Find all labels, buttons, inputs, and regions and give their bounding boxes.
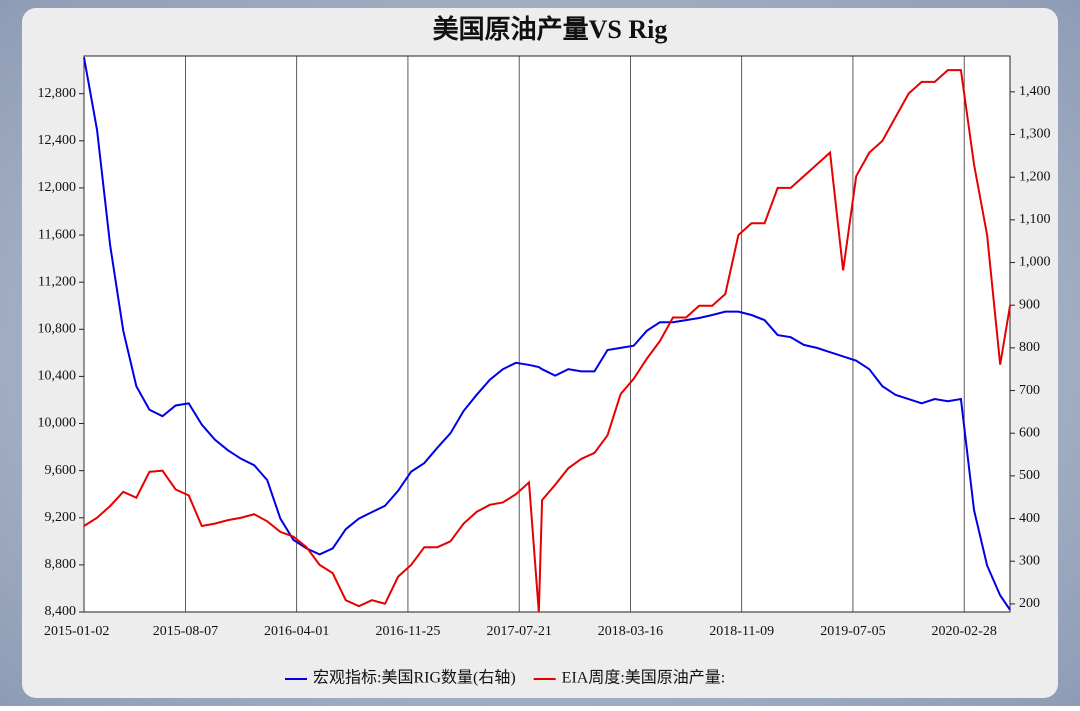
plot-area <box>83 55 1011 613</box>
x-tick-label: 2015-01-02 <box>44 624 109 639</box>
yticks-label: 11,600 <box>38 227 76 242</box>
yticks-label: 10,000 <box>38 416 77 431</box>
yticks-label: 10,400 <box>38 369 77 384</box>
yticks-label: 9,600 <box>45 463 77 478</box>
y2ticks-label: 1,100 <box>1019 212 1051 227</box>
y2ticks-label: 700 <box>1019 383 1040 398</box>
y2ticks-label: 800 <box>1019 340 1040 355</box>
y2ticks-label: 300 <box>1019 553 1040 568</box>
x-tick-label: 2019-07-05 <box>820 624 885 639</box>
y2ticks-label: 900 <box>1019 297 1040 312</box>
series-line <box>83 57 1011 611</box>
yticks-label: 8,800 <box>45 557 77 572</box>
yticks-label: 9,200 <box>45 510 77 525</box>
y2ticks-label: 1,000 <box>1019 255 1051 270</box>
x-tick-label: 2018-03-16 <box>598 624 663 639</box>
yticks-label: 12,000 <box>38 180 77 195</box>
x-tick-label: 2016-11-25 <box>376 624 441 639</box>
series-line <box>83 69 1011 613</box>
y2ticks-label: 600 <box>1019 425 1040 440</box>
x-tick-label: 2015-08-07 <box>153 624 218 639</box>
y2ticks-label: 400 <box>1019 511 1040 526</box>
legend-label: EIA周度:美国原油产量: <box>562 669 726 687</box>
y2ticks-label: 1,200 <box>1019 169 1051 184</box>
x-tick-label: 2017-07-21 <box>487 624 552 639</box>
x-tick-label: 2018-11-09 <box>709 624 774 639</box>
y2ticks-label: 1,300 <box>1019 127 1051 142</box>
y2ticks-label: 200 <box>1019 596 1040 611</box>
x-tick-label: 2020-02-28 <box>932 624 997 639</box>
y2ticks-label: 500 <box>1019 468 1040 483</box>
yticks-label: 10,800 <box>38 322 77 337</box>
x-tick-label: 2016-04-01 <box>264 624 329 639</box>
chart-title: 美国原油产量VS Rig <box>433 14 668 44</box>
yticks-label: 11,200 <box>38 274 76 289</box>
yticks-label: 8,400 <box>45 604 77 619</box>
yticks-label: 12,800 <box>38 86 77 101</box>
y2ticks-label: 1,400 <box>1019 84 1051 99</box>
legend-label: 宏观指标:美国RIG数量(右轴) <box>313 669 516 687</box>
yticks-label: 12,400 <box>38 133 77 148</box>
